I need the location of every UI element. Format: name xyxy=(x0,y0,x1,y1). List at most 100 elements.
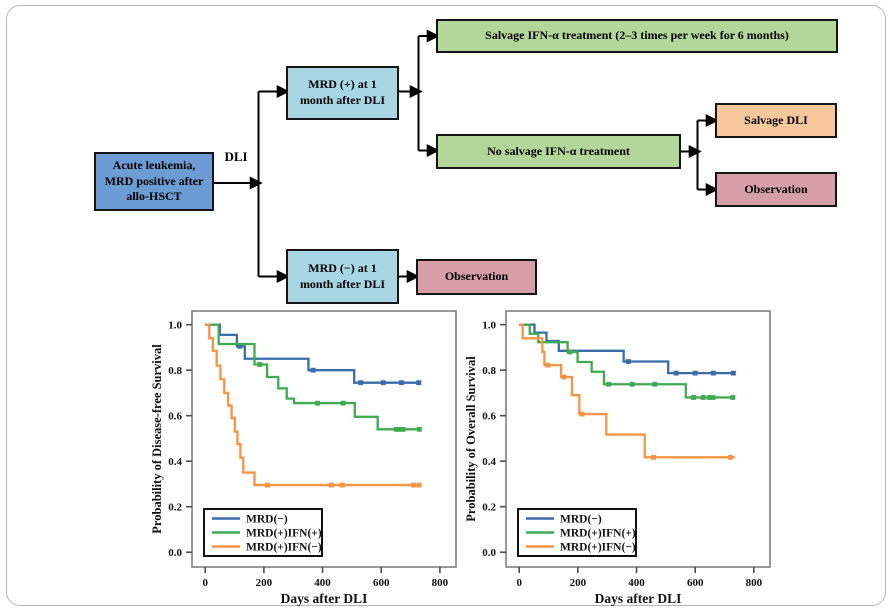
censor-mark xyxy=(545,362,551,368)
y-tick-label: 0.2 xyxy=(482,502,496,514)
y-tick-label: 0.4 xyxy=(482,456,496,468)
x-tick-label: 400 xyxy=(314,577,331,589)
disease-free-survival-chart: 0 200 400 600 800 0.0 0.2 0.4 0.6 0.8 1.0 Days afte… xyxy=(150,310,457,606)
km-series-MRD(−) xyxy=(205,323,422,386)
censor-mark xyxy=(257,362,263,367)
flow-box-mrd-negative: MRD (−) at 1 month after DLI xyxy=(286,249,399,304)
dli-arrow-label: DLI xyxy=(224,149,248,164)
censor-mark xyxy=(606,381,612,387)
x-tick-label: 600 xyxy=(373,577,390,589)
censor-mark xyxy=(690,395,696,400)
km-series-MRD(+)IFN(−) xyxy=(519,323,735,460)
flow-box-mrd-positive: MRD (+) at 1 month after DLI xyxy=(286,66,399,120)
censor-mark xyxy=(398,380,404,386)
km-series-MRD(+)IFN(+) xyxy=(519,323,736,400)
y-tick-label: 0.0 xyxy=(482,547,496,559)
censor-mark xyxy=(237,343,243,349)
censor-mark xyxy=(692,370,698,376)
censor-mark xyxy=(561,374,567,380)
censor-mark xyxy=(339,482,345,488)
km-line xyxy=(205,323,421,431)
censor-mark xyxy=(393,426,399,432)
y-axis-title: Probability of Disease-free Survival xyxy=(150,344,164,534)
x-tick-label: 400 xyxy=(628,577,645,589)
legend-label: MRD(−) xyxy=(560,514,602,526)
plot-frame xyxy=(191,310,457,568)
flow-box-no-salvage-ifn-label: No salvage IFN-α treatment xyxy=(487,143,630,158)
legend-label: MRD(+)IFN(+) xyxy=(560,528,636,540)
censor-mark xyxy=(710,395,716,400)
censor-mark xyxy=(730,395,736,400)
censor-mark xyxy=(416,380,422,386)
km-series-MRD(−) xyxy=(519,323,736,376)
y-tick-label: 0.8 xyxy=(482,365,496,377)
censor-mark xyxy=(410,482,416,488)
flow-box-no-salvage-ifn: No salvage IFN-α treatment xyxy=(436,134,681,169)
flow-box-salvage-dli-label: Salvage DLI xyxy=(744,112,808,127)
flow-box-observation-lower-label: Observation xyxy=(444,269,509,284)
censor-mark xyxy=(416,426,422,432)
axes: 0 200 400 600 800 0.0 0.2 0.4 0.6 0.8 1.0 Days afte… xyxy=(464,310,771,606)
y-tick-label: 0.6 xyxy=(482,411,496,423)
censor-mark xyxy=(315,400,321,406)
flow-box-salvage-dli: Salvage DLI xyxy=(715,103,837,138)
censor-mark xyxy=(673,370,679,376)
x-axis-title: Days after DLI xyxy=(595,591,682,606)
km-line xyxy=(205,323,421,487)
flow-box-salvage-ifn-label: Salvage IFN-α treatment (2–3 times per w… xyxy=(485,28,789,43)
y-tick-label: 0.2 xyxy=(168,502,182,514)
y-tick-label: 1.0 xyxy=(482,320,496,332)
censor-mark xyxy=(416,482,422,488)
censor-mark xyxy=(380,380,386,386)
x-tick-label: 600 xyxy=(687,577,704,589)
y-tick-label: 0.0 xyxy=(168,547,182,559)
censor-mark xyxy=(727,454,733,460)
x-tick-label: 200 xyxy=(570,577,587,589)
flow-box-observation-lower: Observation xyxy=(416,259,537,295)
km-line xyxy=(205,323,421,384)
x-tick-label: 0 xyxy=(202,577,208,589)
legend-label: MRD(+)IFN(−) xyxy=(560,542,636,554)
censor-mark xyxy=(358,380,364,386)
censor-mark xyxy=(264,482,270,488)
censor-mark xyxy=(629,381,635,387)
censor-mark xyxy=(328,482,334,488)
plot-frame xyxy=(505,310,771,568)
censor-mark xyxy=(340,400,346,406)
legend-label: MRD(−) xyxy=(246,514,288,526)
legend-label: MRD(+)IFN(−) xyxy=(246,542,322,554)
km-line xyxy=(519,323,735,375)
flow-box-mrd-negative-label: MRD (−) at 1 month after DLI xyxy=(299,260,386,291)
km-line xyxy=(519,323,735,399)
km-series-MRD(+)IFN(−) xyxy=(205,323,422,488)
flow-box-observation-upper: Observation xyxy=(715,172,837,207)
censor-mark xyxy=(397,426,403,432)
censor-mark xyxy=(625,359,631,364)
censor-mark xyxy=(652,381,658,387)
censor-mark xyxy=(707,395,713,400)
axes: 0 200 400 600 800 0.0 0.2 0.4 0.6 0.8 1.0 Days afte… xyxy=(150,310,457,606)
flow-box-acute-leukemia-label: Acute leukemia, MRD positive after allo-… xyxy=(104,158,204,204)
y-tick-label: 0.8 xyxy=(168,365,182,377)
censor-mark xyxy=(651,454,657,460)
censor-mark xyxy=(730,370,736,376)
censor-mark xyxy=(710,370,716,376)
censor-mark xyxy=(579,411,585,417)
censor-mark xyxy=(567,349,573,355)
flow-box-mrd-positive-label: MRD (+) at 1 month after DLI xyxy=(299,77,386,107)
y-tick-label: 0.4 xyxy=(168,456,182,468)
overall-survival-chart: 0 200 400 600 800 0.0 0.2 0.4 0.6 0.8 1.0 Days afte… xyxy=(464,310,771,606)
x-tick-label: 0 xyxy=(516,577,522,589)
y-tick-label: 1.0 xyxy=(168,320,182,332)
censor-mark xyxy=(310,367,316,373)
y-axis-title: Probability of Overall Survival xyxy=(464,356,478,522)
km-series-MRD(+)IFN(+) xyxy=(205,323,422,432)
legend-label: MRD(+)IFN(+) xyxy=(246,528,322,540)
y-tick-label: 0.6 xyxy=(168,411,182,423)
flow-box-salvage-ifn: Salvage IFN-α treatment (2–3 times per w… xyxy=(436,19,838,53)
x-axis-title: Days after DLI xyxy=(281,591,368,606)
km-line xyxy=(519,323,735,459)
censor-mark xyxy=(700,395,706,400)
x-tick-label: 200 xyxy=(256,577,273,589)
